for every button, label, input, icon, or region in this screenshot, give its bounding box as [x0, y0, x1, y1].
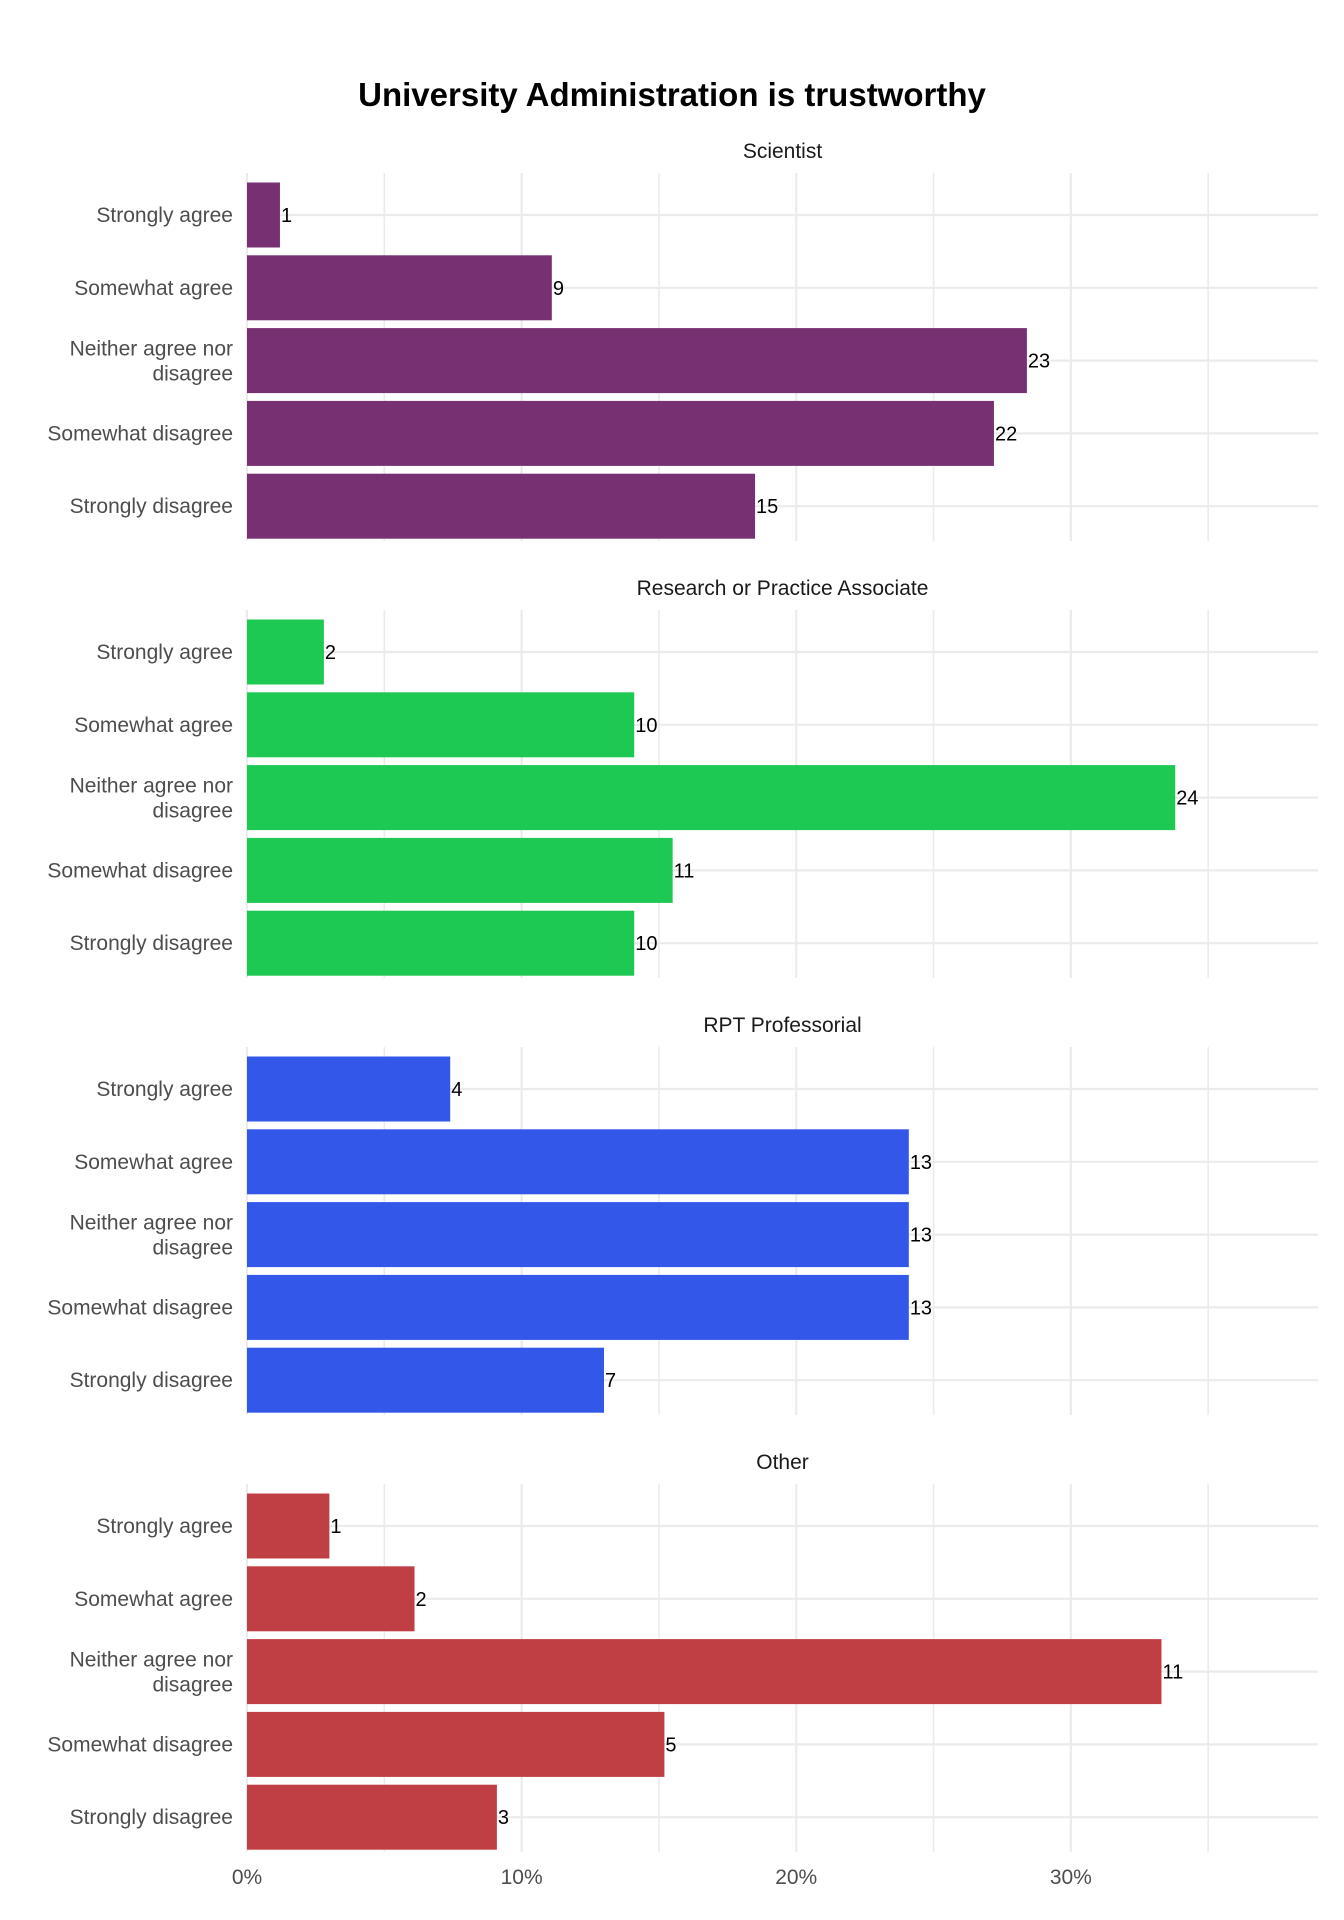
bar — [247, 1056, 451, 1122]
bar-value-label: 1 — [281, 205, 292, 227]
category-label: Somewhat agree — [74, 277, 233, 300]
bar — [247, 1566, 415, 1632]
category-label: Somewhat agree — [74, 714, 233, 737]
bar-value-label: 13 — [910, 1225, 932, 1247]
bar — [247, 837, 673, 903]
facet-panel: Research or Practice Associate 2 Strongly … — [47, 577, 1318, 978]
bar — [247, 328, 1027, 394]
bar — [247, 255, 552, 321]
bar — [247, 910, 635, 976]
x-axis: 0% 10% 20% 30% — [232, 1866, 1092, 1889]
category-label-line: Neither agree nor — [70, 338, 233, 361]
category-label-line: disagree — [152, 1237, 233, 1260]
chart-title: University Administration is trustworthy — [358, 76, 986, 113]
bar-value-label: 15 — [756, 496, 778, 518]
facet-label: Other — [756, 1451, 809, 1474]
category-label: Neither agree nor disagree — [70, 775, 233, 823]
bar-value-label: 13 — [910, 1297, 932, 1319]
bar-value-label: 10 — [635, 715, 657, 737]
category-label: Neither agree nor disagree — [70, 338, 233, 386]
x-tick-label: 20% — [775, 1866, 817, 1889]
bar-value-label: 3 — [498, 1807, 509, 1829]
bar-value-label: 2 — [416, 1589, 427, 1611]
x-tick-label: 0% — [232, 1866, 262, 1889]
bar-value-label: 7 — [605, 1370, 616, 1392]
bar — [247, 1711, 665, 1777]
category-label: Neither agree nor disagree — [70, 1649, 233, 1697]
bar — [247, 1784, 497, 1850]
bar — [247, 1129, 909, 1195]
bar-value-label: 24 — [1176, 788, 1198, 810]
bar — [247, 473, 756, 539]
category-label: Somewhat disagree — [47, 422, 233, 445]
category-label-line: disagree — [152, 1674, 233, 1697]
category-label: Strongly agree — [96, 204, 233, 227]
bar-value-label: 22 — [995, 423, 1017, 445]
bar-value-label: 9 — [553, 278, 564, 300]
bar-value-label: 4 — [451, 1079, 462, 1101]
category-label-line: Neither agree nor — [70, 1649, 233, 1672]
bar-value-label: 23 — [1028, 351, 1050, 373]
category-label: Strongly agree — [96, 1515, 233, 1538]
category-label: Somewhat disagree — [47, 1733, 233, 1756]
facet-panel: Scientist 1 Strongly agree 9 Somewhat agree 2… — [47, 140, 1318, 541]
bar — [247, 1274, 909, 1340]
category-label: Strongly agree — [96, 641, 233, 664]
bar-value-label: 10 — [635, 933, 657, 955]
bar — [247, 619, 324, 685]
bar-value-label: 5 — [665, 1734, 676, 1756]
category-label: Strongly disagree — [70, 1806, 233, 1829]
category-label-line: Neither agree nor — [70, 775, 233, 798]
category-label: Strongly disagree — [70, 932, 233, 955]
facet-label: Research or Practice Associate — [637, 577, 929, 600]
category-label: Somewhat agree — [74, 1151, 233, 1174]
category-label: Somewhat disagree — [47, 1296, 233, 1319]
category-label-line: disagree — [152, 800, 233, 823]
bar — [247, 400, 994, 466]
category-label: Somewhat disagree — [47, 859, 233, 882]
category-label: Somewhat agree — [74, 1588, 233, 1611]
x-tick-label: 10% — [501, 1866, 543, 1889]
bar — [247, 692, 635, 758]
category-label-line: Neither agree nor — [70, 1212, 233, 1235]
facet-panel: Other 1 Strongly agree 2 Somewhat agree 11 Nei… — [47, 1451, 1318, 1852]
category-label: Strongly agree — [96, 1078, 233, 1101]
category-label: Neither agree nor disagree — [70, 1212, 233, 1260]
bar — [247, 765, 1176, 831]
bar-value-label: 2 — [325, 642, 336, 664]
facet-panels: Scientist 1 Strongly agree 9 Somewhat agree 2… — [47, 140, 1318, 1852]
bar — [247, 1639, 1162, 1705]
bar-value-label: 11 — [674, 860, 695, 882]
facet-panel: RPT Professorial 4 Strongly agree 13 Somewha… — [47, 1014, 1318, 1415]
bar — [247, 1202, 909, 1268]
facet-label: RPT Professorial — [703, 1014, 861, 1037]
bar — [247, 1493, 330, 1559]
x-tick-label: 30% — [1050, 1866, 1092, 1889]
category-label: Strongly disagree — [70, 495, 233, 518]
bar — [247, 1347, 604, 1413]
bar — [247, 182, 280, 248]
bar-value-label: 13 — [910, 1152, 932, 1174]
category-label: Strongly disagree — [70, 1369, 233, 1392]
bar-value-label: 1 — [330, 1516, 341, 1538]
bar-value-label: 11 — [1162, 1662, 1183, 1684]
category-label-line: disagree — [152, 363, 233, 386]
facet-label: Scientist — [743, 140, 823, 163]
